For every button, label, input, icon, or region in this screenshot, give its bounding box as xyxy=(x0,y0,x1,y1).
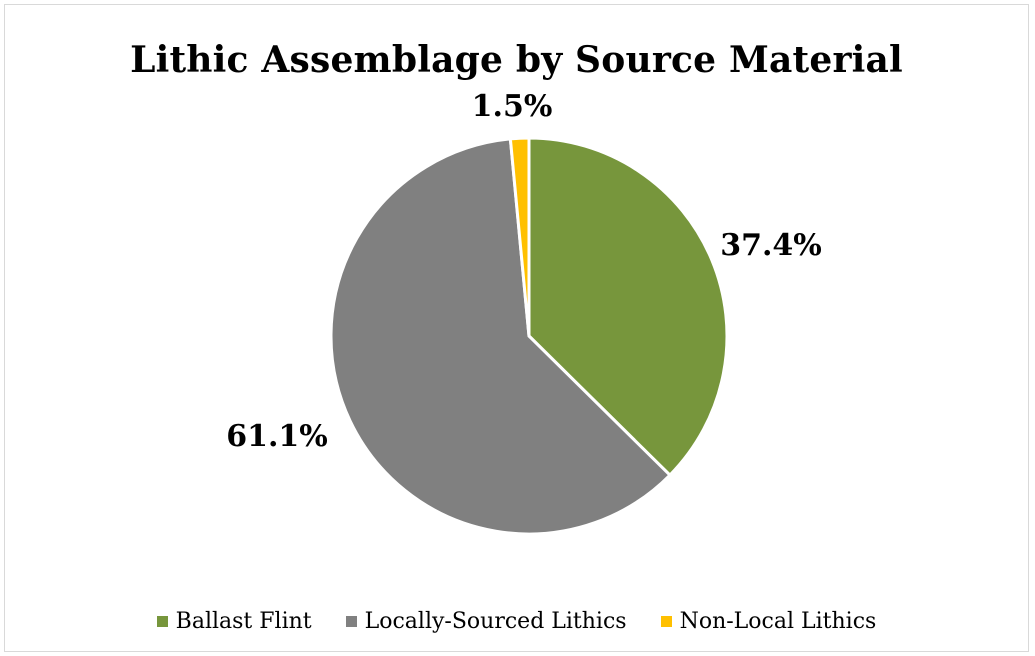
legend-label-non-local: Non-Local Lithics xyxy=(679,609,877,634)
pie-chart: 37.4% 61.1% 1.5% xyxy=(226,89,822,536)
pie-slice-locally-sourced xyxy=(329,137,672,536)
legend-item-locally-sourced: Locally-Sourced Lithics xyxy=(345,609,627,634)
legend-label-locally-sourced: Locally-Sourced Lithics xyxy=(364,609,627,634)
legend-swatch-locally-sourced xyxy=(345,616,357,627)
data-label-locally-sourced: 61.1% xyxy=(226,419,328,454)
chart-title: Lithic Assemblage by Source Material xyxy=(130,39,903,81)
chart-area: Lithic Assemblage by Source Material 37.… xyxy=(4,4,1029,652)
pie-slice-non-local xyxy=(508,136,531,338)
legend-item-non-local: Non-Local Lithics xyxy=(660,609,877,634)
pie-slice-ballast-flint xyxy=(527,136,729,477)
legend-swatch-non-local xyxy=(660,616,672,627)
data-label-non-local: 1.5% xyxy=(472,89,553,124)
legend-swatch-ballast-flint xyxy=(156,616,168,627)
chart-legend: Ballast Flint Locally-Sourced Lithics No… xyxy=(5,609,1028,634)
legend-item-ballast-flint: Ballast Flint xyxy=(156,609,312,634)
legend-label-ballast-flint: Ballast Flint xyxy=(175,609,312,634)
data-label-ballast-flint: 37.4% xyxy=(720,228,822,263)
